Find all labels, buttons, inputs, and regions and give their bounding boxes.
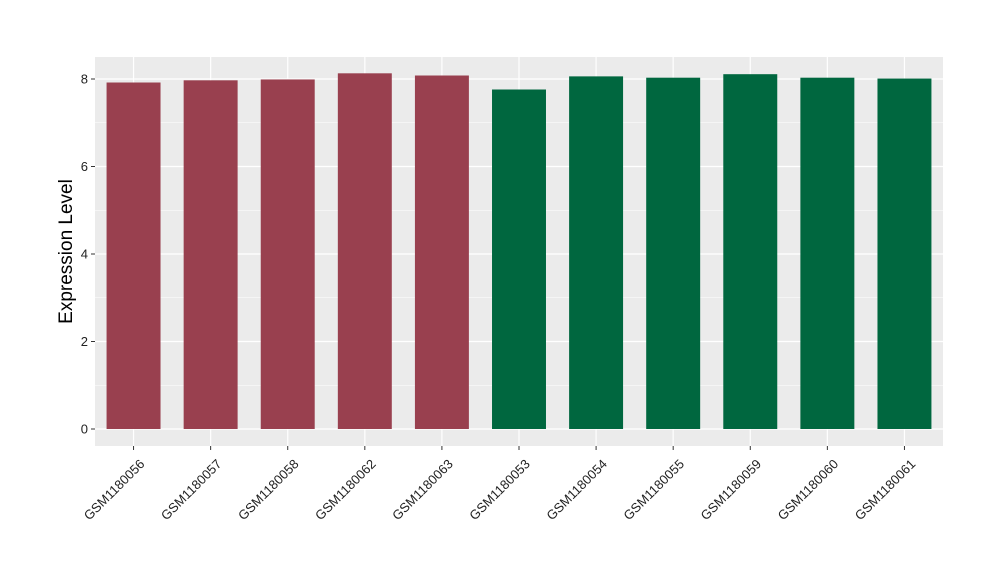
y-axis: 0 2 4 6 8: [81, 72, 95, 437]
y-axis-title: Expression Level: [56, 179, 77, 324]
bar-gsm1180059: [723, 74, 778, 429]
bar-gsm1180055: [646, 77, 701, 429]
x-tick-label: GSM1180055: [620, 456, 687, 523]
x-tick-label: GSM1180063: [389, 456, 456, 523]
y-tick-label: 6: [81, 159, 88, 174]
y-tick-label: 2: [81, 334, 88, 349]
bar-gsm1180056: [106, 82, 161, 429]
x-tick-label: GSM1180056: [81, 456, 148, 523]
x-tick-label: GSM1180058: [235, 456, 302, 523]
bar-gsm1180061: [877, 78, 932, 429]
x-tick-label: GSM1180061: [852, 456, 919, 523]
x-tick-label: GSM1180060: [775, 456, 842, 523]
bar-gsm1180060: [800, 77, 855, 429]
bar-gsm1180053: [492, 89, 546, 429]
bar-gsm1180062: [337, 73, 392, 429]
y-tick-label: 0: [81, 422, 88, 437]
bar-gsm1180058: [260, 79, 315, 429]
x-tick-label: GSM1180054: [543, 456, 610, 523]
x-tick-label: GSM1180057: [158, 456, 225, 523]
x-tick-label: GSM1180053: [466, 456, 533, 523]
y-tick-label: 8: [81, 72, 88, 87]
x-tick-label: GSM1180059: [698, 456, 765, 523]
y-tick-label: 4: [81, 247, 88, 262]
x-axis: GSM1180056 GSM1180057 GSM1180058 GSM1180062…: [81, 446, 919, 523]
x-tick-label: GSM1180062: [312, 456, 379, 523]
bar-gsm1180057: [183, 80, 238, 429]
bar-gsm1180063: [414, 75, 469, 429]
bar-gsm1180054: [569, 76, 624, 429]
bars: [106, 73, 932, 429]
